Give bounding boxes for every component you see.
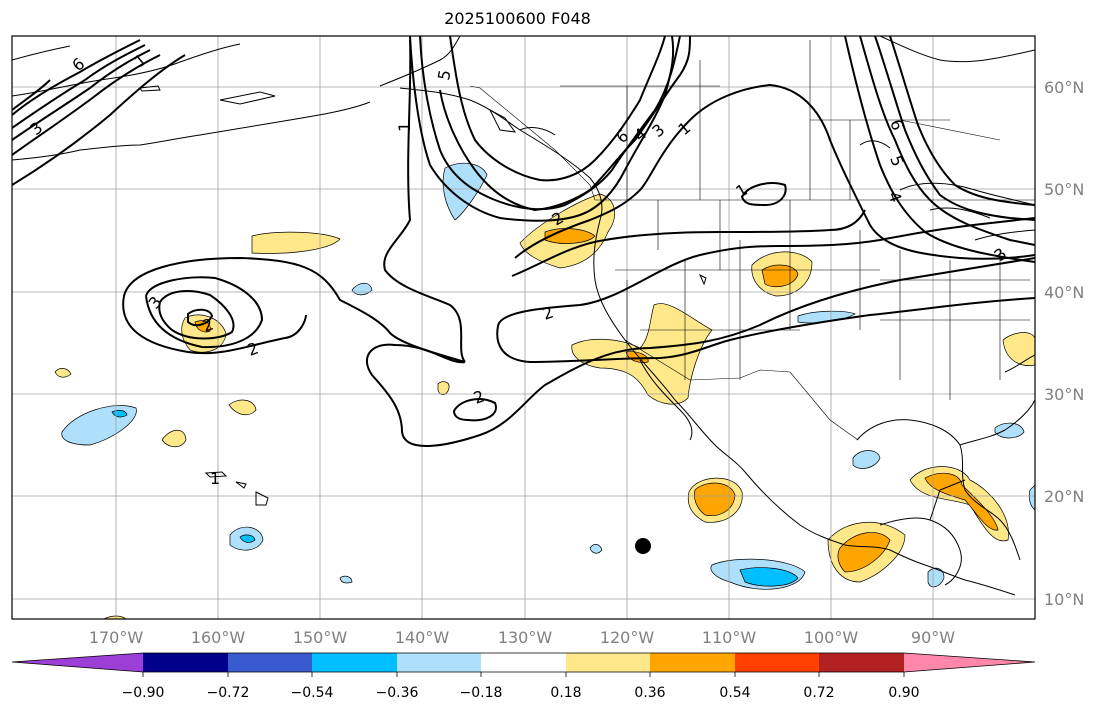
map-area: 6 1 3 1 5 6 4 3 1 1 6 5 4 3 2 3 2 2 2 2 … xyxy=(12,36,1035,619)
islands xyxy=(139,85,707,506)
colorbar-segment xyxy=(735,653,819,672)
lon-tick-label: 160°W xyxy=(191,628,246,647)
colorbar-max-extension xyxy=(904,653,1035,672)
lat-tick-label: 40°N xyxy=(1044,283,1084,302)
colorbar-tick-label: −0.54 xyxy=(291,685,334,701)
colorbar-tick-label: −0.18 xyxy=(460,685,503,701)
lon-tick-label: 110°W xyxy=(702,628,757,647)
colorbar: −0.90 −0.72 −0.54 −0.36 −0.18 0.18 0.36 … xyxy=(11,652,1036,701)
lon-tick-label: 120°W xyxy=(600,628,655,647)
lat-tick-label: 50°N xyxy=(1044,180,1084,199)
lon-tick-label: 140°W xyxy=(395,628,450,647)
lon-tick-label: 170°W xyxy=(89,628,144,647)
colorbar-tick-label: −0.90 xyxy=(122,685,165,701)
contour-label: 1 xyxy=(395,122,414,132)
colorbar-segment xyxy=(312,653,397,672)
colorbar-segment xyxy=(566,653,650,672)
colorbar-tick-label: 0.54 xyxy=(719,685,750,701)
colorbar-tick-label: 0.90 xyxy=(888,685,919,701)
lat-tick-label: 20°N xyxy=(1044,487,1084,506)
coastlines xyxy=(12,36,1035,596)
colorbar-min-extension xyxy=(12,653,143,672)
lon-tick-label: 150°W xyxy=(293,628,348,647)
contour-label: 5 xyxy=(434,68,454,81)
longitude-labels: 170°W 160°W 150°W 140°W 130°W 120°W 110°… xyxy=(89,628,955,647)
colorbar-tick-label: 0.36 xyxy=(634,685,665,701)
colorbar-segment xyxy=(143,653,228,672)
latitude-labels: 60°N 50°N 40°N 30°N 20°N 10°N xyxy=(1044,78,1084,609)
lat-tick-label: 10°N xyxy=(1044,590,1084,609)
lat-tick-label: 30°N xyxy=(1044,385,1084,404)
colorbar-tick-label: 0.18 xyxy=(550,685,581,701)
map-frame xyxy=(11,35,1036,620)
colorbar-segment xyxy=(819,653,904,672)
map-title: 2025100600 F048 xyxy=(444,9,591,28)
colorbar-tick-label: −0.72 xyxy=(207,685,250,701)
colorbar-tick-label: −0.36 xyxy=(376,685,419,701)
contour-lines xyxy=(12,36,1035,448)
colorbar-segment xyxy=(228,653,312,672)
contour-label: 1 xyxy=(210,469,220,488)
lon-tick-label: 90°W xyxy=(911,628,955,647)
lat-tick-label: 60°N xyxy=(1044,78,1084,97)
colorbar-tick-label: 0.72 xyxy=(803,685,834,701)
colorbar-segment xyxy=(397,653,481,672)
storm-position-marker xyxy=(635,538,651,554)
political-borders xyxy=(469,40,1035,441)
lon-tick-label: 130°W xyxy=(498,628,553,647)
colorbar-segment xyxy=(481,653,566,672)
colorbar-segment xyxy=(650,653,735,672)
lon-tick-label: 100°W xyxy=(804,628,859,647)
